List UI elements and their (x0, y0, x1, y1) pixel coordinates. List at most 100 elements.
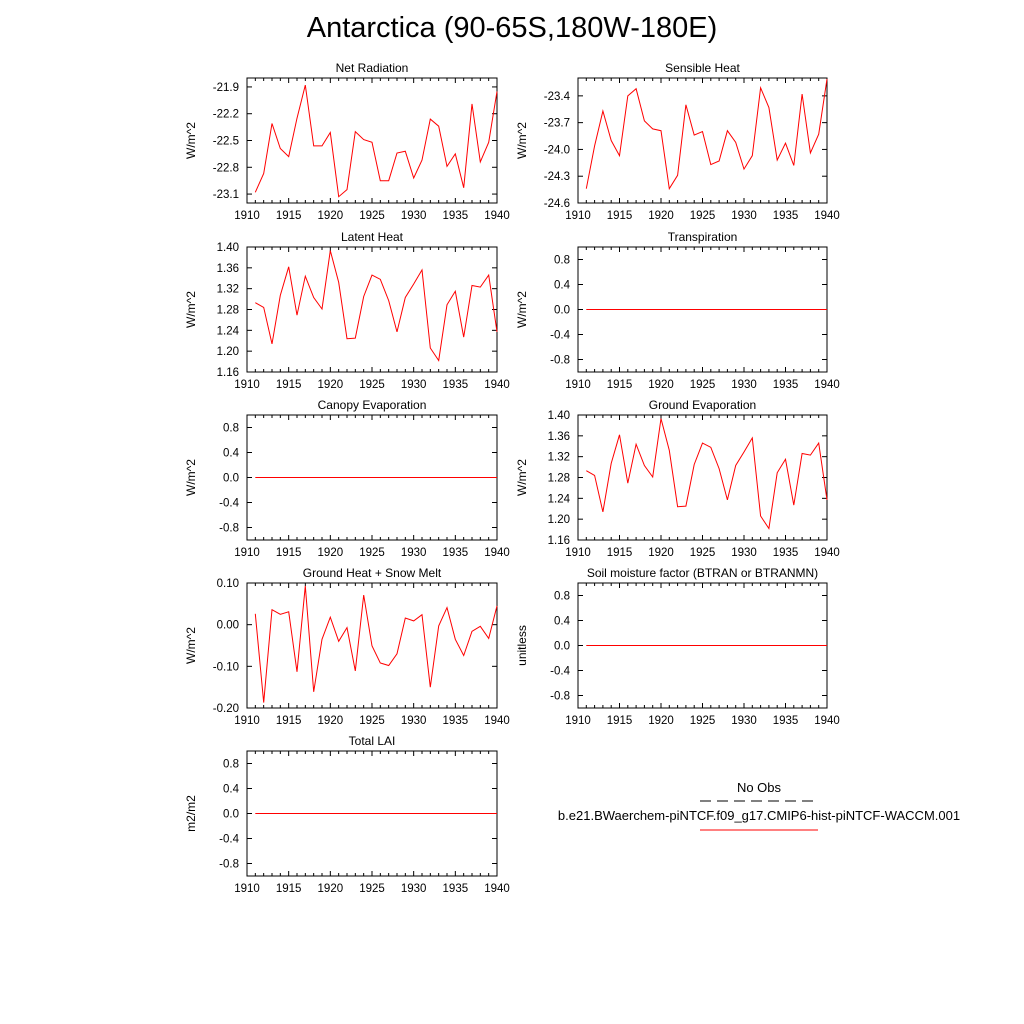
x-tick-label: 1935 (773, 379, 799, 391)
x-tick-label: 1935 (773, 547, 799, 559)
y-tick-label: 0.8 (554, 255, 570, 267)
x-tick-label: 1920 (648, 715, 674, 727)
y-tick-label: -0.8 (550, 691, 570, 703)
x-tick-label: 1935 (773, 210, 799, 222)
y-tick-label: -0.8 (219, 523, 239, 535)
panel-title: Soil moisture factor (BTRAN or BTRANMN) (587, 566, 818, 580)
x-tick-label: 1925 (690, 547, 716, 559)
y-axis-label: W/m^2 (184, 459, 198, 496)
panel-title: Canopy Evaporation (318, 398, 427, 412)
figure-title: Antarctica (90-65S,180W-180E) (306, 12, 718, 44)
y-axis-label: W/m^2 (515, 291, 529, 328)
series-line (254, 84, 498, 198)
series-line (585, 78, 828, 191)
y-axis-label: W/m^2 (184, 122, 198, 159)
y-tick-label: 1.20 (217, 346, 239, 358)
y-tick-label: -24.3 (544, 171, 570, 183)
x-tick-label: 1935 (443, 210, 469, 222)
x-tick-label: 1935 (773, 715, 799, 727)
y-tick-label: 1.16 (217, 367, 239, 379)
panel-total-lai: Total LAI m2/m2 1910 1915 1920 1925 1930 1935 19… (184, 734, 510, 895)
x-tick-label: 1915 (276, 210, 302, 222)
plot-frame (577, 77, 828, 204)
panel-sensible-heat: Sensible Heat W/m^2 1910 1915 1920 1925 1930 19… (515, 61, 840, 222)
y-tick-label: -24.0 (544, 144, 570, 156)
y-tick-label: 1.32 (548, 452, 570, 464)
x-tick-label: 1935 (443, 547, 469, 559)
y-tick-label: -24.6 (544, 198, 570, 210)
x-tick-label: 1915 (276, 715, 302, 727)
panel-transpiration: Transpiration W/m^2 1910 1915 1920 1925 1930 19… (515, 230, 840, 391)
series-line (255, 250, 498, 362)
panel-title: Ground Evaporation (649, 398, 756, 412)
y-tick-label: 1.36 (548, 431, 570, 443)
x-tick-label: 1930 (401, 547, 427, 559)
x-tick-label: 1940 (484, 715, 510, 727)
panel-title: Transpiration (668, 230, 738, 244)
y-tick-label: 0.0 (554, 641, 570, 653)
panel-title: Sensible Heat (665, 61, 740, 75)
x-tick-label: 1925 (359, 210, 385, 222)
y-tick-label: -22.5 (213, 136, 239, 148)
y-tick-label: 1.16 (548, 535, 570, 547)
x-tick-label: 1925 (359, 883, 385, 895)
panel-soil-moisture-factor-btran-or-btranmn: Soil moisture factor (BTRAN or BTRANMN) u… (515, 566, 840, 727)
x-tick-label: 1940 (814, 715, 840, 727)
y-tick-label: -0.4 (550, 666, 570, 678)
x-tick-label: 1925 (690, 715, 716, 727)
x-tick-label: 1920 (318, 715, 344, 727)
x-tick-label: 1935 (443, 715, 469, 727)
x-tick-label: 1930 (401, 379, 427, 391)
x-tick-label: 1920 (318, 379, 344, 391)
legend: No Obs b.e21.BWaerchem-piNTCF.f09_g17.CM… (558, 780, 960, 831)
x-tick-label: 1940 (484, 210, 510, 222)
y-tick-label: -22.8 (213, 162, 239, 174)
y-tick-label: 0.0 (554, 305, 570, 317)
y-tick-label: 0.8 (223, 423, 239, 435)
y-tick-label: 1.36 (217, 263, 239, 275)
x-tick-label: 1910 (234, 883, 260, 895)
x-tick-label: 1930 (731, 210, 757, 222)
panel-ground-heat-snow-melt: Ground Heat + Snow Melt W/m^2 1910 1915 1920… (184, 566, 510, 727)
x-tick-label: 1930 (731, 379, 757, 391)
x-tick-label: 1940 (814, 547, 840, 559)
x-tick-label: 1915 (276, 883, 302, 895)
x-tick-label: 1920 (648, 547, 674, 559)
y-axis-label: m2/m2 (184, 795, 198, 832)
series-line (586, 418, 828, 530)
y-tick-label: -23.4 (544, 91, 571, 103)
y-tick-label: 0.4 (554, 280, 571, 292)
y-tick-label: 0.0 (223, 473, 239, 485)
x-tick-label: 1925 (690, 210, 716, 222)
x-tick-label: 1920 (648, 210, 674, 222)
x-tick-label: 1930 (401, 210, 427, 222)
x-tick-label: 1910 (565, 379, 591, 391)
x-tick-label: 1925 (359, 715, 385, 727)
x-tick-label: 1910 (565, 547, 591, 559)
y-tick-label: 1.28 (217, 305, 239, 317)
x-tick-label: 1910 (234, 210, 260, 222)
y-tick-label: 1.32 (217, 284, 239, 296)
panels-group: Net Radiation W/m^2 1910 1915 1920 1925 1930 19… (184, 61, 840, 895)
y-tick-label: -0.4 (219, 834, 239, 846)
x-tick-label: 1940 (484, 547, 510, 559)
x-tick-label: 1920 (318, 210, 344, 222)
x-tick-label: 1935 (443, 883, 469, 895)
x-tick-label: 1920 (318, 883, 344, 895)
x-tick-label: 1910 (234, 379, 260, 391)
y-tick-label: -0.20 (213, 703, 239, 715)
x-tick-label: 1940 (814, 210, 840, 222)
y-tick-label: 1.24 (548, 493, 571, 505)
y-tick-label: 0.8 (223, 759, 239, 771)
x-tick-label: 1940 (484, 379, 510, 391)
y-tick-label: 0.8 (554, 591, 570, 603)
x-tick-label: 1930 (401, 715, 427, 727)
x-tick-label: 1925 (690, 379, 716, 391)
x-tick-label: 1910 (565, 715, 591, 727)
y-tick-label: 0.0 (223, 809, 239, 821)
y-axis-label: W/m^2 (515, 459, 529, 496)
x-tick-label: 1935 (443, 379, 469, 391)
x-tick-label: 1915 (607, 715, 633, 727)
plot-frame (246, 246, 498, 373)
